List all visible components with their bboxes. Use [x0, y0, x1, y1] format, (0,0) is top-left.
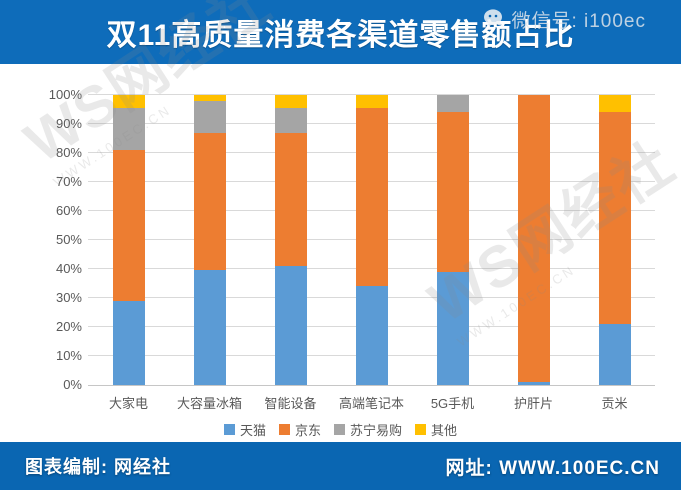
- x-axis-label-护肝片: 护肝片: [513, 396, 553, 411]
- bar-segment-护肝片-天猫: [517, 382, 550, 385]
- legend-label-苏宁易购: 苏宁易购: [350, 422, 403, 438]
- x-axis-label-智能设备: 智能设备: [264, 396, 317, 411]
- x-axis-label-大容量冰箱: 大容量冰箱: [176, 396, 242, 411]
- bar-护肝片: [517, 95, 550, 385]
- y-axis: 0% 10% 20% 30% 40% 50% 60% 70% 80% 90% 100%: [0, 87, 82, 392]
- bar-segment-智能设备-天猫: [274, 266, 307, 385]
- legend-label-其他: 其他: [431, 422, 458, 438]
- y-tick-label-80: 80%: [55, 145, 82, 160]
- bar-segment-高端笔记本-京东: [355, 108, 388, 287]
- legend-swatch-苏宁易购: [334, 423, 345, 435]
- y-tick-label-20: 20%: [55, 319, 82, 334]
- bar-segment-大容量冰箱-京东: [193, 132, 226, 271]
- bar-大家电: [112, 95, 145, 385]
- legend-swatch-天猫: [223, 423, 235, 435]
- bar-segment-大家电-京东: [112, 150, 145, 301]
- y-tick-label-50: 50%: [55, 232, 82, 247]
- bar-5G手机: [436, 95, 469, 385]
- footer-bar: 图表编制: 网经社 网址: WWW.100EC.CN: [0, 442, 681, 490]
- bar-segment-5G手机-天猫: [436, 271, 469, 385]
- y-tick-label-30: 30%: [55, 290, 82, 305]
- bar-segment-大家电-其他: [112, 95, 145, 109]
- y-tick-label-90: 90%: [55, 116, 82, 131]
- bar-segment-5G手机-苏宁易购: [436, 95, 469, 113]
- bar-segment-大容量冰箱-天猫: [193, 270, 226, 385]
- bar-segment-5G手机-京东: [436, 112, 469, 272]
- bar-贡米: [598, 95, 631, 385]
- bar-高端笔记本: [355, 95, 388, 385]
- x-axis-label-贡米: 贡米: [601, 396, 628, 411]
- page-title: 双11高质量消费各渠道零售额占比: [106, 19, 575, 52]
- y-tick-label-60: 60%: [55, 203, 82, 218]
- gridline-0: [88, 385, 655, 386]
- legend-item-苏宁易购: 苏宁易购: [334, 420, 402, 439]
- y-tick-label-40: 40%: [55, 261, 82, 276]
- x-axis-labels: 大家电 大容量冰箱 智能设备 高端笔记本 5G手机 护肝片 贡米: [88, 393, 655, 413]
- legend-label-京东: 京东: [294, 422, 321, 438]
- legend-item-其他: 其他: [415, 420, 457, 439]
- bar-segment-护肝片-京东: [517, 95, 550, 383]
- bar-大容量冰箱: [193, 95, 226, 385]
- bar-segment-贡米-天猫: [598, 324, 631, 385]
- x-axis-label-5G手机: 5G手机: [430, 396, 475, 411]
- x-axis-label-高端笔记本: 高端笔记本: [338, 396, 404, 411]
- gridline-100: [88, 94, 655, 95]
- bar-segment-大容量冰箱-其他: [193, 95, 226, 101]
- bar-segment-大家电-苏宁易购: [112, 108, 145, 151]
- plot-area: [88, 94, 655, 386]
- legend: 天猫 京东 苏宁易购 其他: [0, 420, 681, 438]
- legend-swatch-其他: [415, 423, 427, 435]
- bar-segment-高端笔记本-其他: [355, 95, 388, 109]
- x-axis-label-大家电: 大家电: [108, 396, 148, 411]
- title-bar: 双11高质量消费各渠道零售额占比: [0, 0, 681, 64]
- bar-segment-大家电-天猫: [112, 300, 145, 385]
- legend-label-天猫: 天猫: [239, 422, 266, 438]
- bar-segment-高端笔记本-天猫: [355, 286, 388, 385]
- legend-swatch-京东: [278, 423, 290, 435]
- bar-智能设备: [274, 95, 307, 385]
- y-tick-label-70: 70%: [55, 174, 82, 189]
- footer-url: 网址: WWW.100EC.CN: [445, 457, 660, 479]
- y-tick-label-10: 10%: [55, 348, 82, 363]
- y-tick-label-0: 0%: [63, 377, 82, 392]
- chart-area: 0% 10% 20% 30% 40% 50% 60% 70% 80% 90% 100% 大家电 大容量…: [0, 0, 681, 442]
- y-tick-label-100: 100%: [48, 87, 82, 102]
- bar-segment-贡米-其他: [598, 95, 631, 113]
- bar-segment-大容量冰箱-苏宁易购: [193, 100, 226, 133]
- bar-segment-贡米-京东: [598, 112, 631, 325]
- bar-segment-智能设备-苏宁易购: [274, 108, 307, 133]
- legend-item-天猫: 天猫: [223, 420, 266, 439]
- bar-segment-智能设备-京东: [274, 132, 307, 267]
- bar-segment-智能设备-其他: [274, 95, 307, 109]
- footer-credit: 图表编制: 网经社: [25, 457, 171, 477]
- legend-item-京东: 京东: [278, 420, 321, 439]
